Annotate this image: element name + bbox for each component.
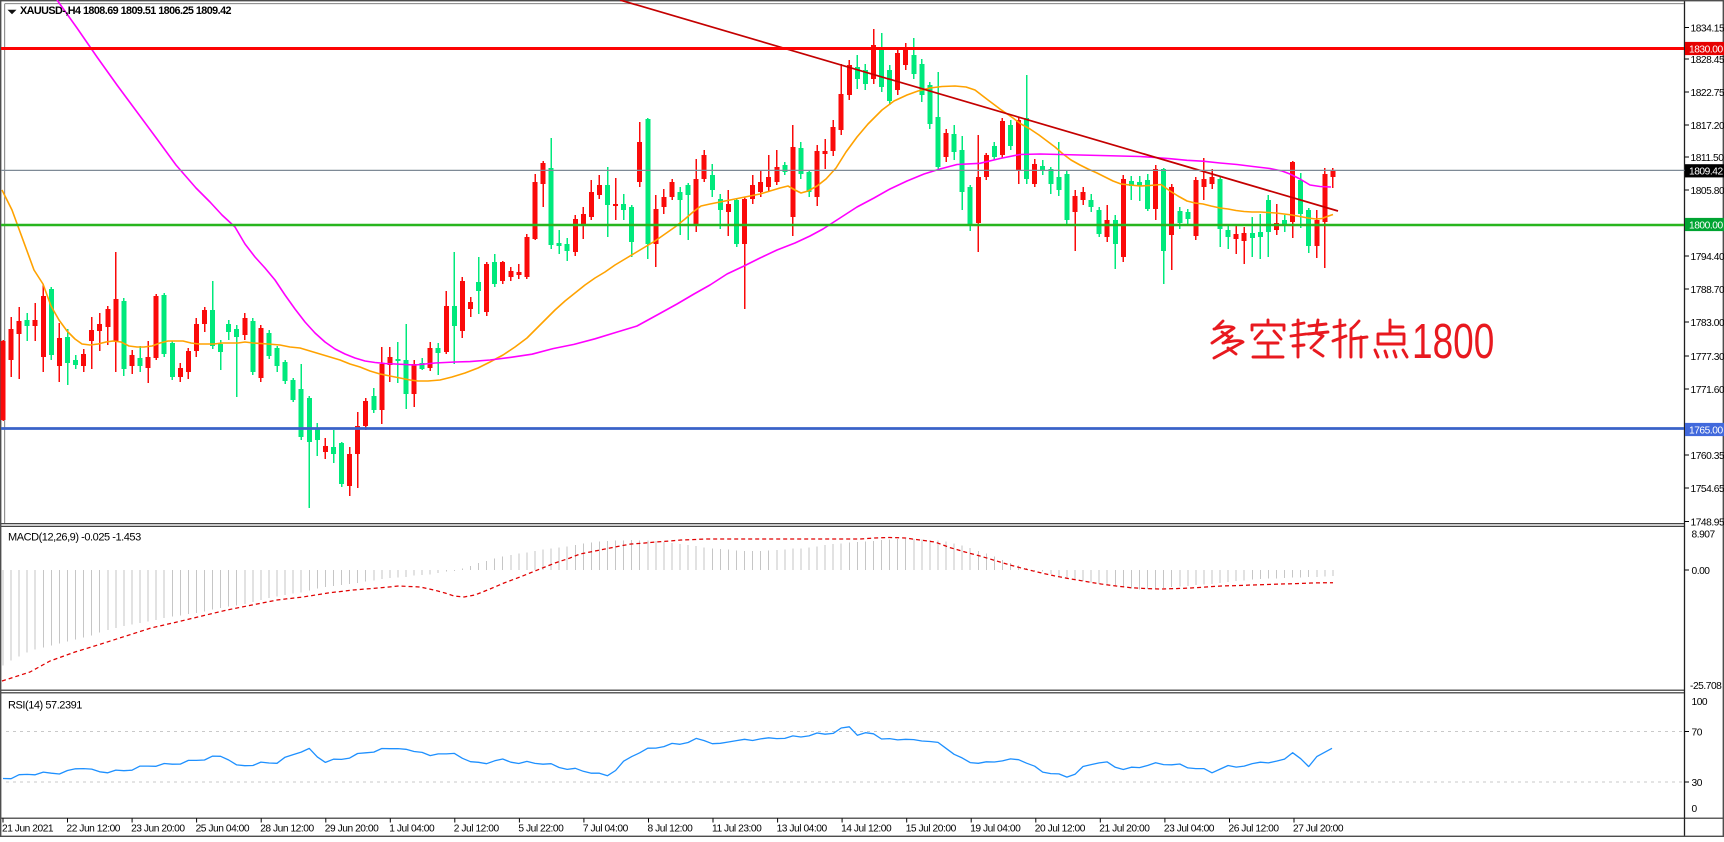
svg-text:1822.75: 1822.75 [1691, 88, 1724, 99]
svg-text:1811.50: 1811.50 [1691, 153, 1724, 164]
svg-text:1788.70: 1788.70 [1691, 285, 1724, 296]
svg-text:1783.00: 1783.00 [1691, 318, 1724, 329]
svg-text:23 Jun 20:00: 23 Jun 20:00 [131, 824, 185, 835]
svg-text:25 Jun 04:00: 25 Jun 04:00 [196, 824, 250, 835]
svg-text:1765.00: 1765.00 [1689, 425, 1723, 436]
svg-text:27 Jul 20:00: 27 Jul 20:00 [1293, 824, 1344, 835]
svg-text:1800.00: 1800.00 [1689, 220, 1723, 231]
svg-text:15 Jul 20:00: 15 Jul 20:00 [906, 824, 957, 835]
svg-text:21 Jul 20:00: 21 Jul 20:00 [1099, 824, 1150, 835]
svg-text:8 Jul 12:00: 8 Jul 12:00 [648, 824, 694, 835]
svg-text:26 Jul 12:00: 26 Jul 12:00 [1229, 824, 1280, 835]
svg-text:1830.00: 1830.00 [1689, 44, 1723, 55]
svg-text:5 Jul 22:00: 5 Jul 22:00 [518, 824, 564, 835]
svg-text:1800: 1800 [1412, 315, 1494, 369]
svg-text:0.00: 0.00 [1692, 566, 1711, 577]
svg-text:RSI(14) 57.2391: RSI(14) 57.2391 [8, 700, 82, 712]
svg-text:21 Jun 2021: 21 Jun 2021 [2, 824, 54, 835]
svg-text:0: 0 [1692, 804, 1698, 815]
svg-text:13 Jul 04:00: 13 Jul 04:00 [777, 824, 828, 835]
svg-text:1834.15: 1834.15 [1691, 23, 1724, 34]
svg-text:XAUUSD-,H4 1808.69 1809.51 18: XAUUSD-,H4 1808.69 1809.51 1806.25 1809.… [20, 5, 232, 17]
svg-text:1777.30: 1777.30 [1691, 352, 1724, 363]
svg-text:22 Jun 12:00: 22 Jun 12:00 [67, 824, 121, 835]
svg-text:7 Jul 04:00: 7 Jul 04:00 [583, 824, 629, 835]
svg-text:1809.42: 1809.42 [1689, 167, 1723, 178]
svg-text:1 Jul 04:00: 1 Jul 04:00 [389, 824, 435, 835]
svg-text:1828.45: 1828.45 [1691, 55, 1724, 66]
svg-text:1754.65: 1754.65 [1691, 484, 1724, 495]
svg-text:1817.20: 1817.20 [1691, 121, 1724, 132]
svg-text:1805.80: 1805.80 [1691, 186, 1724, 197]
svg-text:70: 70 [1692, 727, 1703, 738]
svg-text:100: 100 [1692, 697, 1708, 708]
svg-text:1760.35: 1760.35 [1691, 451, 1724, 462]
svg-text:11 Jul 23:00: 11 Jul 23:00 [712, 824, 762, 835]
svg-text:1771.60: 1771.60 [1691, 385, 1724, 396]
svg-text:1794.40: 1794.40 [1691, 252, 1724, 263]
svg-text:30: 30 [1692, 778, 1703, 789]
svg-text:19 Jul 04:00: 19 Jul 04:00 [970, 824, 1021, 835]
svg-text:29 Jun 20:00: 29 Jun 20:00 [325, 824, 379, 835]
svg-text:8.907: 8.907 [1692, 529, 1716, 540]
svg-text:2 Jul 12:00: 2 Jul 12:00 [454, 824, 500, 835]
svg-text:28 Jun 12:00: 28 Jun 12:00 [260, 824, 314, 835]
svg-text:14 Jul 12:00: 14 Jul 12:00 [841, 824, 892, 835]
svg-text:MACD(12,26,9) -0.025 -1.453: MACD(12,26,9) -0.025 -1.453 [8, 532, 141, 544]
svg-text:23 Jul 04:00: 23 Jul 04:00 [1164, 824, 1215, 835]
svg-text:1748.95: 1748.95 [1691, 517, 1724, 528]
svg-text:-25.708: -25.708 [1690, 681, 1722, 692]
svg-text:20 Jul 12:00: 20 Jul 12:00 [1035, 824, 1086, 835]
